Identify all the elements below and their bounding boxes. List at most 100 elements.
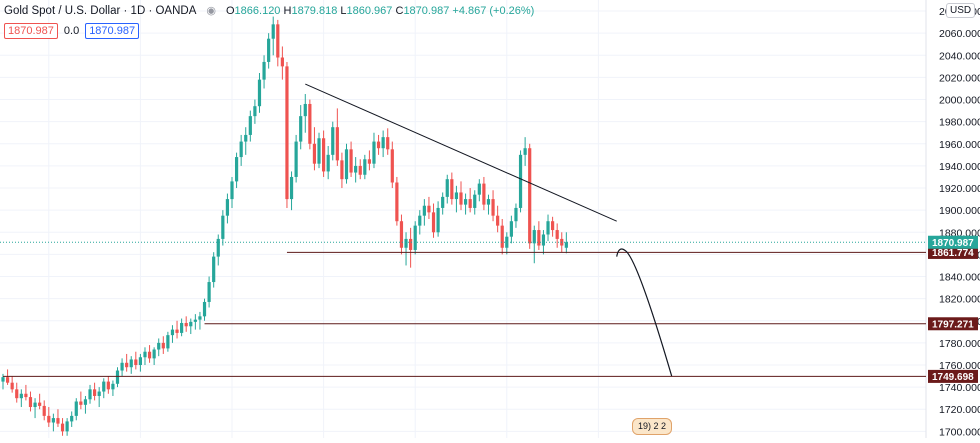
low-value: 1860.967 xyxy=(346,4,393,17)
candle-body xyxy=(308,103,312,144)
candle-body xyxy=(422,205,426,216)
candle-body xyxy=(363,159,367,175)
candle-body xyxy=(546,221,550,235)
candle-body xyxy=(555,230,559,239)
candle-body xyxy=(221,215,225,239)
y-tick-label: 1980.000 xyxy=(939,117,980,129)
candle-body xyxy=(509,221,513,237)
candle-body xyxy=(70,415,74,422)
candle-body xyxy=(317,138,321,164)
y-tick-label: 1820.000 xyxy=(939,294,980,306)
candle-body xyxy=(344,149,349,180)
candle-body xyxy=(289,176,294,200)
candle-body xyxy=(463,199,468,205)
candle-body xyxy=(134,359,138,365)
candle-body xyxy=(518,154,523,208)
candle-body xyxy=(180,322,184,333)
high-value: 1879.818 xyxy=(291,4,338,17)
open-value: 1866.120 xyxy=(234,4,281,17)
low-label: L xyxy=(340,4,347,17)
candle-body xyxy=(216,238,220,257)
eye-icon[interactable]: ◉ xyxy=(206,5,216,17)
candle-body xyxy=(257,79,262,107)
candle-body xyxy=(239,141,243,158)
candle-body xyxy=(441,196,445,208)
candle-body xyxy=(207,282,211,302)
candle-body xyxy=(212,256,216,283)
candle-body xyxy=(486,199,491,205)
candle-body xyxy=(409,238,413,250)
candle-body xyxy=(276,24,280,58)
candle-body xyxy=(79,401,83,405)
candle-body xyxy=(280,57,284,67)
candle-body xyxy=(193,319,197,322)
candle-body xyxy=(331,127,335,155)
candle-body xyxy=(244,134,248,142)
symbol-header: Gold Spot / U.S. Dollar · 1D · OANDA ◉ O… xyxy=(4,4,535,18)
trade-panel: 1870.987 0.0 1870.987 xyxy=(4,23,140,39)
candle-body xyxy=(253,106,257,117)
candle-body xyxy=(147,351,152,359)
candle-body xyxy=(189,321,193,327)
open-label: O xyxy=(225,4,235,17)
candle-body xyxy=(468,199,472,208)
candle-body xyxy=(234,157,239,182)
high-label: H xyxy=(283,4,292,17)
candle-body xyxy=(303,103,307,117)
candle-body xyxy=(436,207,440,233)
y-tick-label: 1700.000 xyxy=(939,426,980,438)
currency-button[interactable]: USD xyxy=(946,3,976,18)
candle-body xyxy=(454,192,459,200)
candle-body xyxy=(340,160,344,180)
change-value: +4.867 (+0.26%) xyxy=(452,4,535,17)
price-tag-label: 1861.774 xyxy=(932,248,974,259)
y-tick-label: 1900.000 xyxy=(939,205,980,217)
y-tick-label: 1920.000 xyxy=(939,183,980,195)
candle-body xyxy=(532,230,536,244)
symbol-title[interactable]: Gold Spot / U.S. Dollar · 1D · OANDA xyxy=(4,4,197,17)
candle-body xyxy=(496,215,500,226)
candle-body xyxy=(262,61,266,80)
candle-body xyxy=(65,421,69,432)
candle-body xyxy=(60,423,65,432)
candle-body xyxy=(28,397,33,408)
candle-body xyxy=(267,38,271,62)
candle-body xyxy=(93,389,97,396)
candle-body xyxy=(74,401,78,416)
date-badge[interactable]: 19) 2 2 xyxy=(632,418,673,435)
candle-body xyxy=(115,370,120,384)
candle-body xyxy=(83,399,88,405)
buy-price-button[interactable]: 1870.987 xyxy=(85,23,140,39)
candle-body xyxy=(445,179,449,197)
y-tick-label: 2020.000 xyxy=(939,72,980,84)
sell-price-button[interactable]: 1870.987 xyxy=(4,23,58,39)
candle-body xyxy=(514,207,518,222)
candle-body xyxy=(225,199,230,216)
candle-body xyxy=(230,181,234,200)
y-tick-label: 1840.000 xyxy=(939,272,980,284)
candle-body xyxy=(97,391,101,396)
candle-body xyxy=(125,362,129,368)
candle-body xyxy=(473,194,477,208)
y-tick-label: 1960.000 xyxy=(939,139,980,151)
candle-body xyxy=(198,316,202,320)
close-value: 1870.987 xyxy=(403,4,450,17)
candle-body xyxy=(335,127,339,161)
candle-body xyxy=(138,357,142,365)
candle-body xyxy=(541,234,546,246)
candle-body xyxy=(19,393,23,399)
y-tick-label: 1720.000 xyxy=(939,404,980,416)
candle-body xyxy=(390,149,394,183)
candle-body xyxy=(326,154,330,172)
candle-body xyxy=(299,116,303,142)
candle-body xyxy=(129,359,133,368)
candle-body xyxy=(24,393,28,398)
price-tag xyxy=(928,369,978,383)
candle-body xyxy=(551,221,555,231)
candle-body xyxy=(152,349,156,359)
price-tag xyxy=(928,245,978,259)
candle-body xyxy=(10,382,14,390)
candle-body xyxy=(459,192,463,205)
